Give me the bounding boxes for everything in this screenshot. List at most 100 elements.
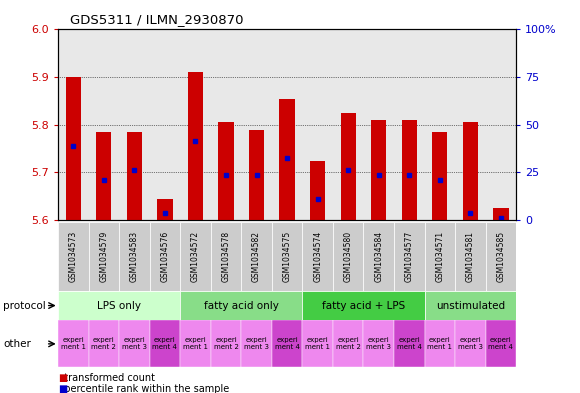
- Bar: [455, 29, 485, 220]
- Bar: [89, 29, 119, 220]
- Bar: [150, 320, 180, 367]
- Bar: [241, 222, 272, 291]
- Bar: [485, 222, 516, 291]
- Text: GSM1034579: GSM1034579: [99, 231, 108, 282]
- Bar: [333, 222, 364, 291]
- Text: experi
ment 4: experi ment 4: [153, 337, 177, 351]
- Bar: [333, 29, 364, 220]
- Text: percentile rank within the sample: percentile rank within the sample: [58, 384, 229, 393]
- Bar: [241, 320, 272, 367]
- Text: GSM1034577: GSM1034577: [405, 231, 414, 282]
- Text: fatty acid + LPS: fatty acid + LPS: [322, 301, 405, 310]
- Bar: [58, 222, 89, 291]
- Text: protocol: protocol: [3, 301, 46, 311]
- Text: experi
ment 1: experi ment 1: [183, 337, 208, 351]
- Bar: [340, 113, 356, 220]
- Bar: [249, 130, 264, 220]
- Bar: [364, 29, 394, 220]
- Text: experi
ment 1: experi ment 1: [305, 337, 330, 351]
- Bar: [425, 222, 455, 291]
- Bar: [494, 208, 509, 220]
- Bar: [119, 320, 150, 367]
- Text: experi
ment 2: experi ment 2: [336, 337, 361, 351]
- Bar: [302, 29, 333, 220]
- Bar: [394, 222, 425, 291]
- Bar: [310, 160, 325, 220]
- Text: ■: ■: [58, 384, 67, 393]
- Bar: [272, 320, 302, 367]
- Text: GSM1034578: GSM1034578: [222, 231, 230, 282]
- Text: GSM1034580: GSM1034580: [344, 231, 353, 282]
- Bar: [364, 320, 394, 367]
- Text: ■: ■: [58, 373, 67, 383]
- Text: experi
ment 4: experi ment 4: [488, 337, 513, 351]
- Bar: [89, 320, 119, 367]
- Bar: [432, 132, 448, 220]
- Bar: [180, 29, 211, 220]
- Text: GSM1034571: GSM1034571: [436, 231, 444, 282]
- Bar: [219, 122, 234, 220]
- Text: fatty acid only: fatty acid only: [204, 301, 279, 310]
- Bar: [211, 320, 241, 367]
- Text: GSM1034581: GSM1034581: [466, 231, 475, 282]
- Bar: [485, 320, 516, 367]
- Text: GSM1034584: GSM1034584: [374, 231, 383, 282]
- Text: GSM1034573: GSM1034573: [69, 231, 78, 282]
- Text: experi
ment 2: experi ment 2: [213, 337, 238, 351]
- Text: unstimulated: unstimulated: [436, 301, 505, 310]
- Text: experi
ment 1: experi ment 1: [427, 337, 452, 351]
- Bar: [180, 291, 302, 320]
- Bar: [394, 320, 425, 367]
- Bar: [150, 29, 180, 220]
- Bar: [455, 320, 485, 367]
- Text: experi
ment 2: experi ment 2: [92, 337, 116, 351]
- Text: other: other: [3, 339, 31, 349]
- Bar: [96, 132, 111, 220]
- Bar: [150, 222, 180, 291]
- Bar: [211, 29, 241, 220]
- Bar: [455, 222, 485, 291]
- Text: experi
ment 1: experi ment 1: [61, 337, 86, 351]
- Bar: [272, 29, 302, 220]
- Bar: [402, 120, 417, 220]
- Bar: [119, 29, 150, 220]
- Text: experi
ment 4: experi ment 4: [397, 337, 422, 351]
- Bar: [58, 29, 89, 220]
- Text: experi
ment 3: experi ment 3: [122, 337, 147, 351]
- Text: GSM1034582: GSM1034582: [252, 231, 261, 282]
- Bar: [127, 132, 142, 220]
- Bar: [333, 320, 364, 367]
- Text: GSM1034574: GSM1034574: [313, 231, 322, 282]
- Bar: [425, 320, 455, 367]
- Text: LPS only: LPS only: [97, 301, 141, 310]
- Bar: [180, 222, 211, 291]
- Bar: [188, 72, 203, 220]
- Bar: [302, 291, 425, 320]
- Bar: [241, 29, 272, 220]
- Text: GSM1034576: GSM1034576: [161, 231, 169, 282]
- Bar: [119, 222, 150, 291]
- Text: GSM1034583: GSM1034583: [130, 231, 139, 282]
- Bar: [485, 29, 516, 220]
- Text: experi
ment 3: experi ment 3: [366, 337, 392, 351]
- Bar: [425, 291, 516, 320]
- Bar: [211, 222, 241, 291]
- Bar: [463, 122, 478, 220]
- Text: GSM1034575: GSM1034575: [282, 231, 292, 282]
- Bar: [425, 29, 455, 220]
- Bar: [280, 99, 295, 220]
- Text: experi
ment 4: experi ment 4: [275, 337, 299, 351]
- Bar: [394, 29, 425, 220]
- Bar: [371, 120, 386, 220]
- Text: GSM1034585: GSM1034585: [496, 231, 505, 282]
- Bar: [66, 77, 81, 220]
- Bar: [302, 320, 333, 367]
- Bar: [89, 222, 119, 291]
- Text: experi
ment 3: experi ment 3: [458, 337, 483, 351]
- Text: transformed count: transformed count: [58, 373, 155, 383]
- Text: experi
ment 3: experi ment 3: [244, 337, 269, 351]
- Bar: [58, 320, 89, 367]
- Bar: [180, 320, 211, 367]
- Bar: [302, 222, 333, 291]
- Bar: [157, 198, 173, 220]
